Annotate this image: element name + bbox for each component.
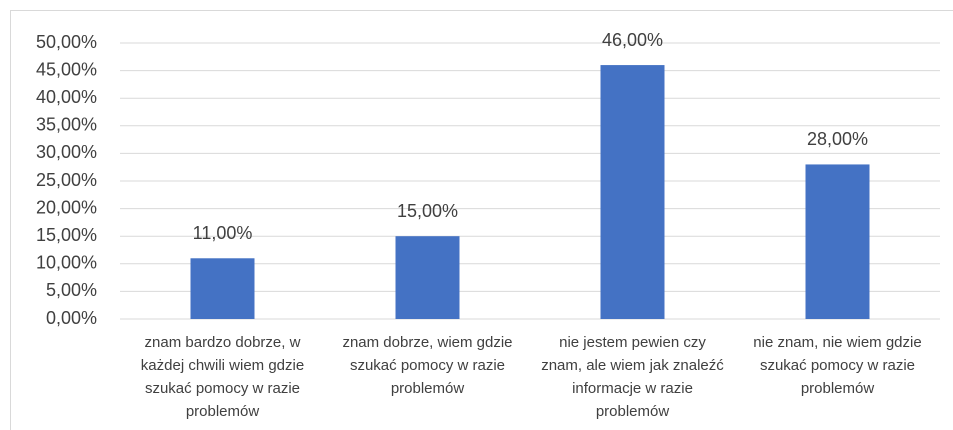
x-tick-label: znam dobrze, wiem gdzie szukać pomocy w … [342, 334, 513, 397]
y-tick-label: 50,00% [36, 32, 97, 52]
chart-frame [10, 10, 953, 430]
data-label: 15,00% [397, 201, 458, 221]
y-tick-label: 20,00% [36, 197, 97, 217]
y-tick-label: 35,00% [36, 115, 97, 135]
bar [805, 164, 870, 319]
y-tick-label: 5,00% [46, 280, 97, 300]
x-tick-label: nie jestem pewien czy znam, ale wiem jak… [541, 334, 724, 420]
bar [600, 65, 665, 319]
bar [395, 236, 460, 319]
bar [190, 258, 255, 319]
x-tick-label: nie znam, nie wiem gdzie szukać pomocy w… [753, 334, 922, 397]
x-tick-label: znam bardzo dobrze, w każdej chwili wiem… [140, 334, 305, 420]
data-label: 28,00% [807, 129, 868, 149]
y-tick-label: 45,00% [36, 59, 97, 79]
y-tick-label: 30,00% [36, 142, 97, 162]
data-label: 46,00% [602, 30, 663, 50]
y-tick-label: 25,00% [36, 170, 97, 190]
data-label: 11,00% [193, 223, 253, 243]
y-tick-label: 10,00% [36, 253, 97, 273]
y-tick-label: 40,00% [36, 87, 97, 107]
y-tick-label: 0,00% [46, 308, 97, 328]
y-tick-label: 15,00% [36, 225, 97, 245]
